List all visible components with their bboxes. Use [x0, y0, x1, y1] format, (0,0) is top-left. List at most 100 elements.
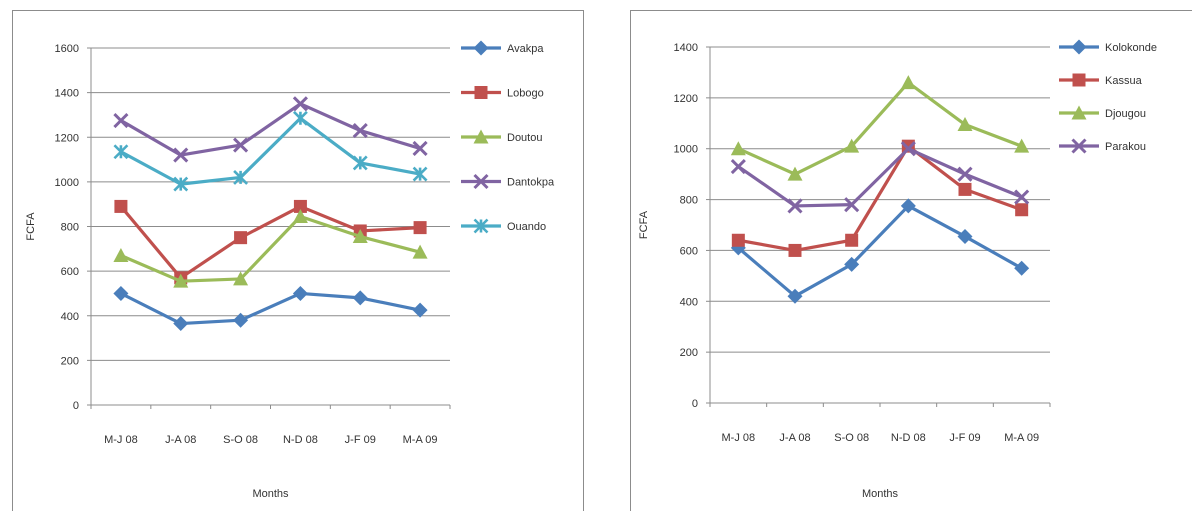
series-line-kassua: [738, 144, 1023, 253]
series-line-doutou: [120, 214, 421, 283]
legend-label: Parakou: [1105, 141, 1146, 153]
data-point-djougou: [1014, 138, 1030, 153]
data-point-ouando: [412, 166, 428, 182]
y-tick-label: 200: [680, 347, 698, 359]
x-tick-label: J-A 08: [779, 432, 810, 444]
line-chart-left: 0 200 400 600 800 1000 1200 1400 1600 M-J 08 J-A 0…: [25, 40, 555, 500]
legend-label: Lobogo: [507, 88, 544, 100]
data-point-ouando: [292, 110, 308, 126]
y-tick-label: 800: [680, 195, 698, 207]
data-point-kolokonde: [787, 288, 803, 304]
data-point-parakou: [957, 166, 973, 182]
series-line-ouando: [120, 116, 421, 186]
series-line-parakou: [737, 147, 1023, 208]
legend-marker: [1071, 105, 1087, 120]
chart-panel-left: 0 200 400 600 800 1000 1200 1400 1600 M-J 08 J-A 0…: [12, 10, 584, 511]
data-point-kassua: [1015, 203, 1029, 217]
series-ouando: [113, 110, 428, 192]
legend-marker: [473, 173, 489, 190]
x-tick-label: J-F 09: [345, 434, 376, 446]
legend-marker: [1072, 73, 1086, 87]
data-point-doutou: [352, 229, 368, 244]
data-point-lobogo: [293, 199, 307, 213]
series-parakou: [730, 141, 1030, 214]
legend-marker: [1071, 138, 1087, 154]
x-tick-label: S-O 08: [834, 432, 869, 444]
legend-marker: [1071, 39, 1087, 55]
series-line-avakpa: [120, 291, 421, 326]
data-point-dantokpa: [173, 147, 189, 163]
data-point-kassua: [845, 233, 859, 247]
data-point-kassua: [958, 182, 972, 196]
x-tick-label: M-J 08: [104, 434, 138, 446]
y-tick-label: 1400: [674, 42, 698, 54]
legend-item-dantokpa: Dantokpa: [461, 173, 555, 190]
y-tick-label: 800: [61, 222, 79, 234]
y-tick-label: 400: [680, 296, 698, 308]
x-tick-label: M-A 09: [1004, 432, 1039, 444]
data-point-doutou: [412, 244, 428, 259]
chart-panel-right: 0 200 400 600 800 1000 1200 1400 M-J 08 J-A 08 S-O…: [630, 10, 1192, 511]
y-tick-label: 1600: [55, 43, 79, 55]
x-axis-title: Months: [252, 488, 289, 500]
legend-label: Avakpa: [507, 43, 544, 55]
data-point-avakpa: [292, 285, 308, 301]
y-tick-label: 0: [692, 398, 698, 410]
data-point-avakpa: [113, 285, 129, 301]
y-tick-label: 600: [61, 266, 79, 278]
data-point-djougou: [957, 117, 973, 132]
data-point-kolokonde: [1014, 260, 1030, 276]
data-point-dantokpa: [292, 96, 308, 112]
data-point-lobogo: [114, 199, 128, 213]
data-point-dantokpa: [412, 140, 428, 156]
data-point-dantokpa: [113, 112, 129, 129]
y-tick-label: 1000: [55, 177, 79, 189]
series-line-kolokonde: [737, 204, 1023, 298]
y-tick-label: 1200: [674, 93, 698, 105]
legend-item-djougou: Djougou: [1059, 105, 1146, 120]
series-doutou: [113, 208, 428, 288]
series-kassua: [731, 139, 1029, 257]
x-tick-label: N-D 08: [891, 432, 926, 444]
legend-label: Kolokonde: [1105, 42, 1157, 54]
series-avakpa: [113, 285, 428, 332]
series-dantokpa: [113, 96, 428, 163]
legend-item-kassua: Kassua: [1059, 73, 1143, 87]
y-tick-label: 1000: [674, 144, 698, 156]
data-point-avakpa: [412, 302, 428, 318]
y-tick-label: 400: [61, 311, 79, 323]
legend-label: Dantokpa: [507, 177, 555, 189]
data-point-doutou: [292, 208, 308, 223]
data-point-avakpa: [352, 290, 368, 306]
legend-item-doutou: Doutou: [461, 129, 542, 144]
x-tick-label: J-F 09: [949, 432, 980, 444]
legend-label: Kassua: [1105, 75, 1143, 87]
legend-item-kolokonde: Kolokonde: [1059, 39, 1157, 55]
data-point-doutou: [113, 248, 129, 263]
data-point-djougou: [787, 166, 803, 181]
data-point-dantokpa: [352, 122, 368, 139]
y-tick-label: 1200: [55, 132, 79, 144]
legend-item-avakpa: Avakpa: [461, 40, 544, 56]
data-point-doutou: [233, 271, 249, 286]
legend-item-parakou: Parakou: [1059, 138, 1146, 154]
series-line-djougou: [737, 80, 1023, 176]
legend-marker: [473, 218, 489, 234]
x-tick-label: M-J 08: [722, 432, 756, 444]
data-point-parakou: [787, 198, 803, 214]
data-point-djougou: [900, 75, 916, 90]
data-point-parakou: [730, 158, 746, 175]
legend-marker: [473, 40, 489, 56]
x-tick-label: N-D 08: [283, 434, 318, 446]
legend-label: Ouando: [507, 221, 546, 233]
data-point-kolokonde: [844, 256, 860, 272]
y-tick-label: 600: [680, 245, 698, 257]
data-point-kassua: [731, 233, 745, 247]
legend-marker: [473, 129, 489, 144]
data-point-parakou: [900, 141, 916, 157]
legend-label: Djougou: [1105, 108, 1146, 120]
data-point-doutou: [173, 273, 189, 288]
data-point-djougou: [844, 138, 860, 153]
data-point-ouando: [173, 176, 189, 192]
series-kolokonde: [730, 198, 1030, 304]
